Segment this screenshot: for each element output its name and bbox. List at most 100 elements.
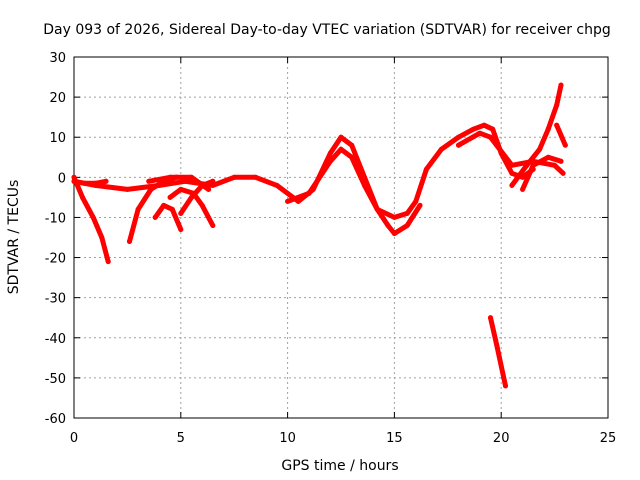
data-point <box>161 202 167 208</box>
data-point <box>562 142 568 148</box>
data-point <box>285 198 291 204</box>
y-tick-label: -40 <box>45 332 66 347</box>
series-arc-12 <box>488 315 508 389</box>
data-point <box>189 174 194 180</box>
y-tick-label: -30 <box>45 292 66 307</box>
data-point <box>210 223 216 228</box>
data-point <box>199 202 205 208</box>
data-point <box>560 170 566 176</box>
data-point <box>167 194 173 200</box>
data-point <box>490 126 496 132</box>
y-tick-label: -50 <box>45 372 66 387</box>
data-point <box>206 186 212 192</box>
data-point <box>80 194 85 200</box>
data-point <box>509 182 515 188</box>
data-point <box>385 223 391 228</box>
data-point <box>481 122 487 128</box>
x-tick-label: 5 <box>177 431 185 446</box>
x-tick-label: 0 <box>70 431 78 446</box>
grid-lines <box>74 57 608 418</box>
data-point <box>92 180 98 186</box>
axis-ticks <box>73 56 609 419</box>
data-point <box>146 178 152 184</box>
data-point <box>530 162 536 168</box>
data-point <box>99 235 105 240</box>
data-point <box>374 206 380 212</box>
data-point <box>306 190 312 196</box>
data-point <box>494 343 500 349</box>
data-point <box>71 178 77 184</box>
plot-frame <box>73 56 609 419</box>
data-point <box>520 186 526 192</box>
data-point <box>338 146 344 152</box>
data-point <box>552 162 558 168</box>
data-point <box>456 134 461 140</box>
data-point <box>167 174 173 180</box>
data-point <box>477 130 483 136</box>
x-tick-labels: 0 5 10 15 20 25 <box>70 431 616 446</box>
data-point <box>503 383 508 389</box>
data-point <box>178 227 184 232</box>
data-point <box>362 182 367 188</box>
data-point <box>274 182 280 188</box>
data-point <box>338 134 344 140</box>
series-arc-2 <box>71 178 109 186</box>
data-point <box>90 214 96 220</box>
data-point <box>210 178 216 184</box>
data-point <box>558 82 564 88</box>
data-point <box>509 170 515 176</box>
series-group <box>71 82 568 389</box>
data-point <box>349 154 355 160</box>
data-point <box>545 126 551 132</box>
x-tick-label: 25 <box>600 431 617 446</box>
data-point <box>537 146 543 152</box>
data-point <box>135 206 141 212</box>
data-point <box>413 198 419 204</box>
x-tick-label: 15 <box>386 431 403 446</box>
data-point <box>524 162 530 168</box>
data-point <box>509 162 515 168</box>
data-point <box>545 154 551 160</box>
data-point <box>391 214 397 220</box>
data-point <box>231 174 237 180</box>
series-arc-main-lower <box>285 146 423 236</box>
data-point <box>103 178 109 184</box>
y-axis-label: SDTVAR / TECUs <box>6 180 22 295</box>
series-arc-11 <box>520 154 564 192</box>
data-point <box>554 122 560 128</box>
y-tick-label: -20 <box>45 252 66 267</box>
series-arc-6 <box>178 178 216 216</box>
data-point <box>470 126 476 132</box>
y-tick-label: -60 <box>45 412 66 427</box>
data-point <box>456 142 461 148</box>
x-tick-label: 10 <box>279 431 296 446</box>
data-point <box>349 142 355 148</box>
y-tick-label: 30 <box>49 51 66 66</box>
data-point <box>152 214 158 220</box>
data-point <box>488 315 493 321</box>
data-point <box>71 174 77 180</box>
data-point <box>178 186 184 192</box>
series-arc-7 <box>146 174 212 192</box>
data-point <box>124 186 130 192</box>
series-arc-10 <box>554 122 568 148</box>
data-point <box>404 223 410 228</box>
data-point <box>105 259 111 265</box>
data-point <box>438 146 444 152</box>
series-arc-9 <box>509 82 564 188</box>
y-tick-label: -10 <box>45 211 66 226</box>
data-point <box>182 178 188 184</box>
data-point <box>327 150 333 156</box>
data-point <box>423 166 429 172</box>
y-tick-label: 20 <box>49 91 66 106</box>
data-point <box>327 158 333 164</box>
data-point <box>488 134 493 140</box>
series-arc-1 <box>71 174 111 265</box>
data-point <box>169 206 175 212</box>
x-axis-label: GPS time / hours <box>281 458 398 474</box>
data-point <box>404 210 410 216</box>
data-point <box>554 102 560 108</box>
data-point <box>417 202 423 208</box>
chart-title: Day 093 of 2026, Sidereal Day-to-day VTE… <box>43 22 611 38</box>
